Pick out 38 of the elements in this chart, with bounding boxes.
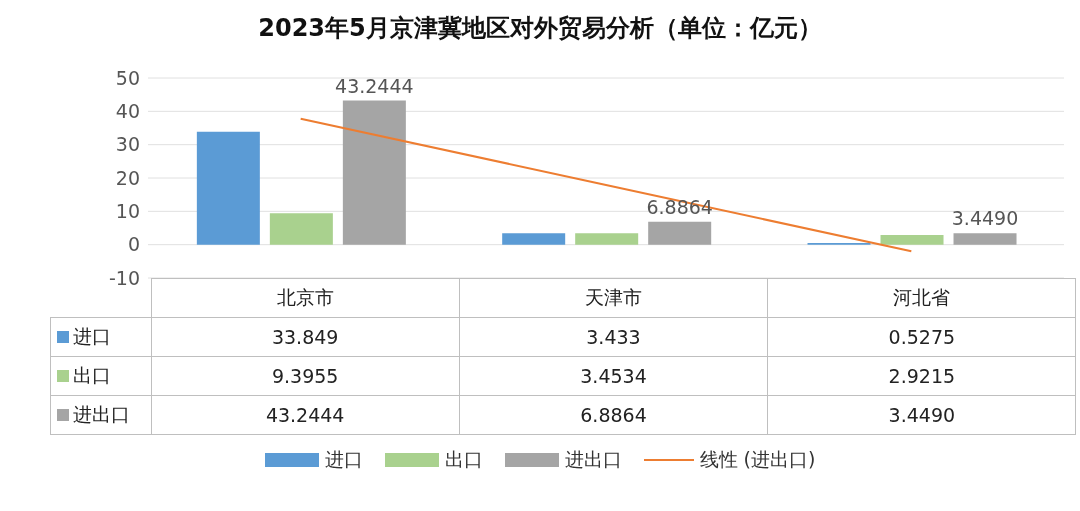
data-label: 9.3955 xyxy=(151,356,460,396)
legend-label: 进出口 xyxy=(564,447,622,472)
annotation: 3.4490 xyxy=(951,207,1019,230)
bar xyxy=(648,221,712,245)
chart-title: 2023年5月京津冀地区对外贸易分析（单位：亿元） xyxy=(257,13,823,44)
x-tick-label: 北京市 xyxy=(151,278,460,318)
y-tick-label: 50 xyxy=(115,66,140,89)
annotation: 43.2444 xyxy=(335,74,414,97)
data-label: 6.8864 xyxy=(459,395,768,435)
y-tick-label: 30 xyxy=(115,133,140,156)
data-label: 33.849 xyxy=(151,317,460,357)
legend-label: 线性 (进出口) xyxy=(699,447,816,472)
bar xyxy=(880,234,944,245)
x-tick-label: 天津市 xyxy=(459,278,768,318)
y-tick-label: -10 xyxy=(108,266,140,289)
x-tick-label: 河北省 xyxy=(767,278,1076,318)
data-label: 2.9215 xyxy=(767,356,1076,396)
legend-label: 进口 xyxy=(50,317,151,357)
text: 进出口 xyxy=(73,403,130,425)
text: 进口 xyxy=(324,448,363,470)
bar xyxy=(196,131,260,245)
y-tick-label: 10 xyxy=(115,200,140,223)
bar xyxy=(502,233,566,245)
text: 出口 xyxy=(444,448,483,470)
data-label: 3.433 xyxy=(459,317,768,357)
annotation: 6.8864 xyxy=(646,195,713,218)
y-tick-label: 20 xyxy=(115,166,140,189)
data-label: 0.5275 xyxy=(767,317,1076,357)
legend-label: 出口 xyxy=(50,356,151,396)
bar xyxy=(575,233,639,245)
bar xyxy=(269,213,333,245)
bar xyxy=(342,100,406,245)
y-tick-label: 0 xyxy=(127,233,140,256)
data-label: 43.2444 xyxy=(151,395,460,435)
y-tick-label: 40 xyxy=(115,100,140,123)
data-label: 3.4534 xyxy=(459,356,768,396)
bar xyxy=(953,233,1017,245)
data-label: 3.4490 xyxy=(767,395,1076,435)
